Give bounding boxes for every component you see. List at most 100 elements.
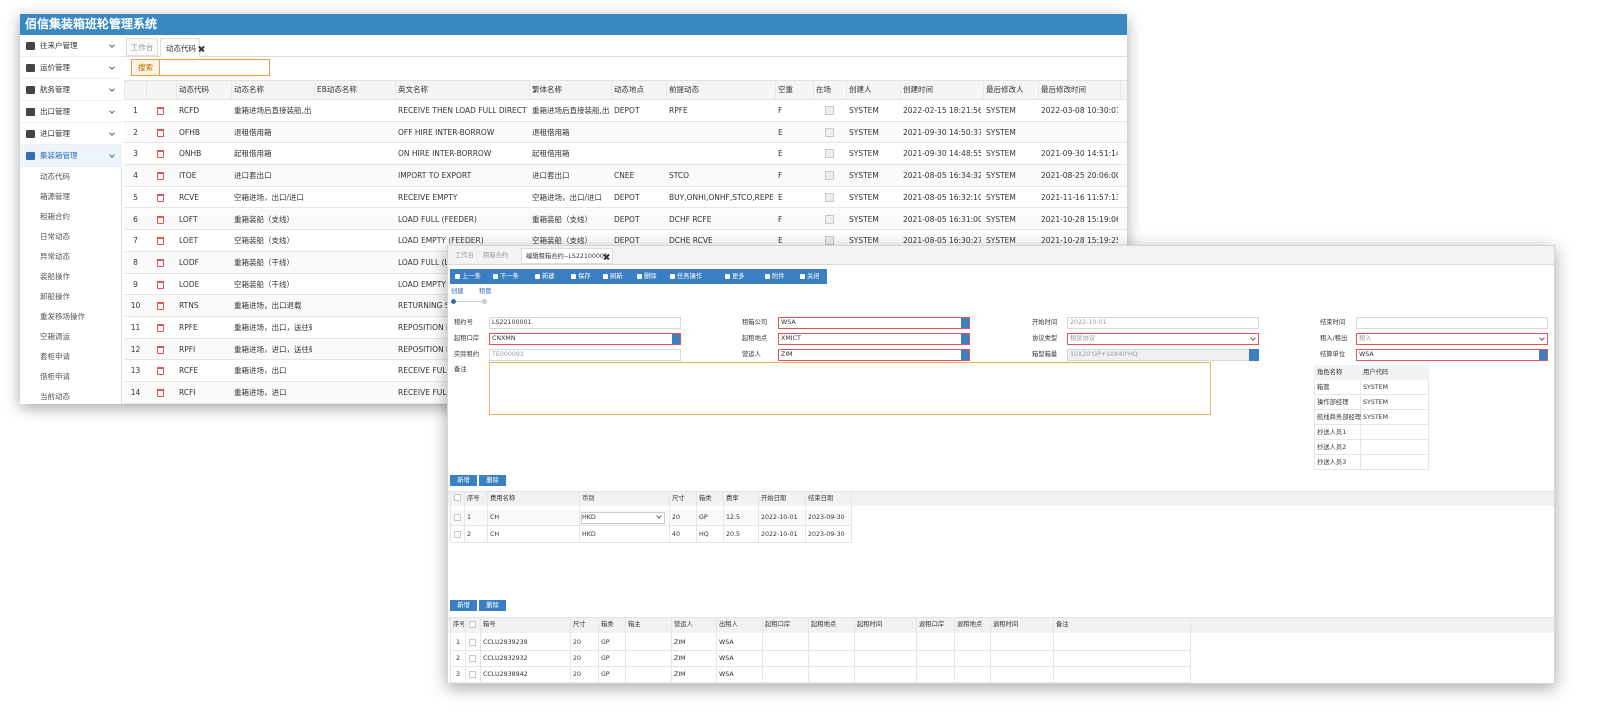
- menu-label[interactable]: 往来户管理: [40, 41, 78, 50]
- checkbox[interactable]: [825, 192, 834, 202]
- input[interactable]: [1067, 317, 1259, 329]
- tab[interactable]: 动态代码: [160, 38, 200, 57]
- menu-item[interactable]: [20, 123, 122, 145]
- delete-icon[interactable]: [157, 107, 164, 115]
- checkbox[interactable]: [825, 214, 834, 224]
- delete-icon[interactable]: [157, 345, 164, 354]
- action-button[interactable]: 删除: [479, 475, 506, 486]
- delete-icon[interactable]: [157, 193, 164, 202]
- toolbar-button[interactable]: 删除: [644, 273, 657, 280]
- submenu-item[interactable]: 动态代码: [40, 172, 70, 181]
- checkbox[interactable]: [825, 149, 834, 159]
- menu-item[interactable]: [20, 57, 122, 79]
- dropdown-button[interactable]: [961, 318, 969, 328]
- fee-cell: 20: [672, 514, 681, 521]
- menu-item[interactable]: [20, 79, 122, 101]
- submenu-item[interactable]: 装船操作: [40, 272, 70, 281]
- input[interactable]: [1067, 333, 1259, 345]
- submenu-item[interactable]: 借柜申请: [40, 372, 70, 381]
- toolbar-button[interactable]: 附件: [772, 273, 785, 280]
- delete-icon[interactable]: [157, 128, 164, 137]
- column-header: 动态地点: [614, 85, 644, 94]
- toolbar-button[interactable]: 关闭: [807, 273, 820, 280]
- checkbox[interactable]: [825, 127, 834, 137]
- fee-header: [448, 491, 1554, 506]
- checkbox[interactable]: [454, 531, 461, 538]
- delete-icon[interactable]: [157, 367, 164, 376]
- tab[interactable]: 租箱合约: [483, 252, 509, 259]
- checkbox[interactable]: [469, 671, 476, 678]
- search-box[interactable]: [131, 59, 270, 76]
- close-icon x[interactable]: [198, 45, 205, 52]
- delete-icon[interactable]: [157, 172, 164, 181]
- submenu-item[interactable]: 套柜申请: [40, 352, 70, 361]
- submenu-item[interactable]: 箱源管理: [40, 192, 70, 201]
- container-cell: 2: [455, 655, 460, 662]
- toolbar-button[interactable]: 新建: [542, 273, 555, 280]
- toolbar-button[interactable]: 刷新: [610, 273, 623, 280]
- submenu-item[interactable]: 重发移场操作: [40, 312, 85, 321]
- close-icon[interactable]: [603, 253, 609, 259]
- tab[interactable]: 工作台: [455, 252, 474, 259]
- input[interactable]: [1356, 349, 1548, 361]
- checkbox[interactable]: [469, 621, 476, 628]
- menu-item[interactable]: [20, 101, 122, 123]
- input[interactable]: [778, 333, 970, 345]
- tab[interactable]: 工作台: [126, 38, 158, 56]
- delete-icon[interactable]: [157, 324, 164, 332]
- toolbar-button[interactable]: 下一条: [500, 273, 519, 280]
- action-button[interactable]: 新增: [450, 600, 477, 611]
- input[interactable]: [489, 349, 681, 361]
- toolbar-button[interactable]: 保存: [578, 273, 591, 280]
- submenu-item[interactable]: 空箱调运: [40, 332, 70, 341]
- toolbar-button[interactable]: 更多: [732, 273, 745, 280]
- menu-label[interactable]: 出口管理: [40, 107, 70, 116]
- delete-icon[interactable]: [157, 280, 164, 289]
- field-label: 箱型箱量: [1032, 351, 1058, 358]
- tab[interactable]: 编辑租箱合约--LS22100001: [521, 248, 613, 264]
- input[interactable]: [489, 317, 681, 329]
- checkbox[interactable]: [825, 236, 834, 246]
- submenu-item[interactable]: 日常动态: [40, 232, 70, 241]
- action-button[interactable]: 删除: [479, 600, 506, 611]
- menu-label[interactable]: 进口管理: [40, 129, 70, 138]
- delete-icon[interactable]: [157, 237, 164, 246]
- action-button[interactable]: 新增: [450, 475, 477, 486]
- dropdown-button[interactable]: [961, 334, 969, 344]
- input[interactable]: [778, 349, 970, 361]
- input[interactable]: [1356, 333, 1548, 345]
- dropdown-button[interactable]: [672, 334, 680, 344]
- remark-textarea[interactable]: [489, 362, 1211, 415]
- delete-icon[interactable]: [157, 302, 164, 311]
- menu-item[interactable]: [20, 35, 122, 57]
- delete-icon[interactable]: [157, 215, 164, 224]
- checkbox[interactable]: [454, 514, 461, 521]
- toolbar-button[interactable]: 任务操作: [677, 273, 703, 280]
- delete-icon[interactable]: [157, 150, 164, 159]
- menu-label[interactable]: 运价管理: [40, 63, 70, 72]
- submenu-item[interactable]: 异常动态: [40, 252, 70, 261]
- dropdown-button[interactable]: [1539, 350, 1547, 360]
- menu-label[interactable]: 集装箱管理: [40, 151, 78, 160]
- checkbox[interactable]: [454, 494, 461, 501]
- currency-select[interactable]: [581, 512, 665, 524]
- input[interactable]: [1356, 317, 1548, 329]
- input[interactable]: [489, 333, 681, 345]
- submenu-item[interactable]: 租箱合约: [40, 212, 70, 221]
- toolbar-button[interactable]: 上一条: [462, 273, 481, 280]
- table-cell: 重箱装船（支线）: [234, 214, 294, 224]
- dropdown-button[interactable]: [961, 350, 969, 360]
- submenu-item[interactable]: 当前动态: [40, 392, 70, 401]
- submenu-item[interactable]: 卸船操作: [40, 292, 70, 301]
- delete-icon[interactable]: [157, 258, 164, 267]
- checkbox[interactable]: [825, 171, 834, 181]
- checkbox[interactable]: [469, 639, 476, 646]
- checkbox[interactable]: [469, 655, 476, 662]
- input[interactable]: [778, 317, 970, 329]
- checkbox[interactable]: [825, 106, 834, 115]
- menu-label[interactable]: 航务管理: [40, 85, 70, 94]
- add-button[interactable]: [1249, 349, 1259, 361]
- column-header: 最后修改人: [986, 85, 1024, 94]
- delete-icon[interactable]: [157, 389, 164, 398]
- menu-item[interactable]: [20, 145, 122, 167]
